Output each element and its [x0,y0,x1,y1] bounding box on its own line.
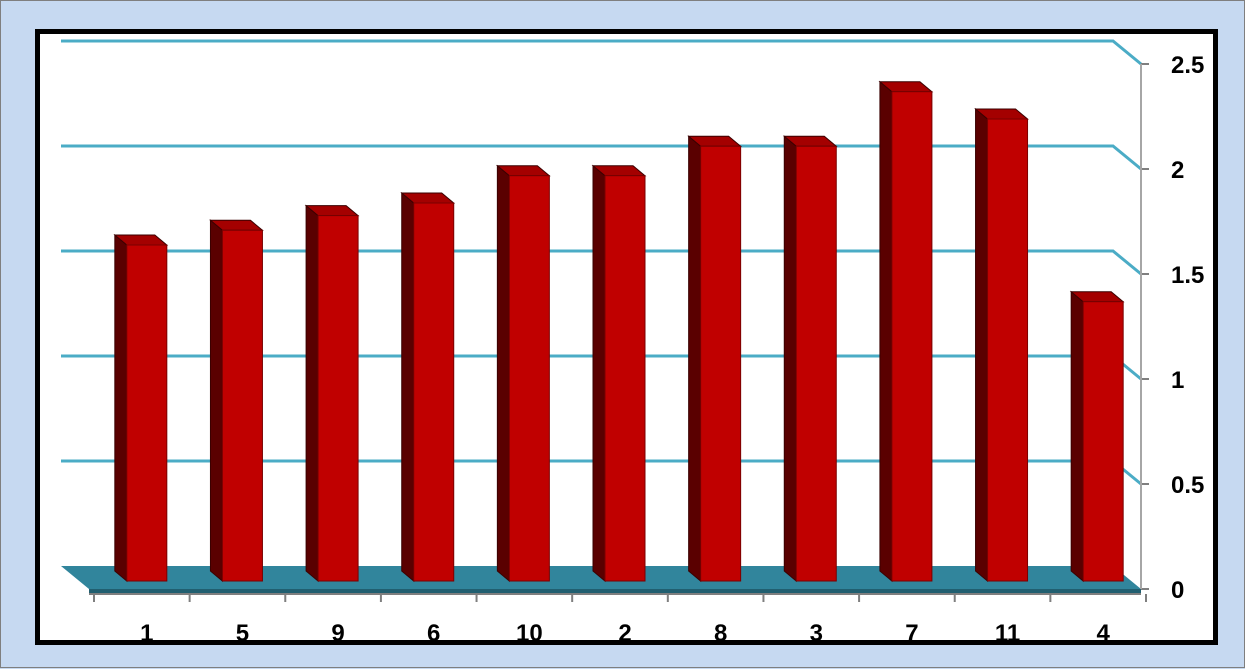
bar-11 [974,107,1029,583]
floor-edge [89,589,1141,593]
y-axis-ticks: 0 0.5 1 1.5 2 2.5 [1140,52,1204,604]
y-tick-label: 2.5 [1171,52,1204,79]
bar-front [126,244,168,582]
bar-side [114,233,128,583]
bar-side [592,164,606,583]
y-tick-label: 1 [1171,367,1184,394]
bar-6 [400,191,456,583]
bar-side [1070,290,1084,583]
bar-1 [113,233,169,583]
bar-front [795,145,837,582]
bar-front [508,175,550,582]
bars [113,80,1125,583]
x-tick-label: 9 [331,620,344,647]
x-tick-label: 11 [995,620,1020,647]
bar-side [975,107,989,583]
y-tick-label: 1.5 [1171,262,1204,289]
x-tick-label: 5 [236,620,249,647]
y-tick-label: 2 [1171,157,1184,184]
bar-4 [1069,290,1125,583]
x-tick-label: 7 [905,620,918,647]
bar-front [413,202,455,582]
x-tick-label: 1 [140,620,153,647]
gridline [61,39,1142,66]
bar-3 [782,135,838,583]
bar-9 [304,204,360,583]
x-tick-label: 10 [516,620,543,647]
bar-front [221,229,263,582]
bar-side [783,135,797,583]
bar-side [401,191,415,583]
bar-front [1082,301,1124,582]
bar-side [305,204,319,583]
bar-10 [495,164,551,583]
x-tick-label: 2 [618,620,631,647]
bar-side [209,219,223,583]
bar-front [987,118,1029,582]
bar-5 [209,219,264,583]
bar-side [496,164,510,583]
x-tick-label: 6 [427,620,440,647]
bar-front [317,215,359,582]
bar-8 [687,135,743,583]
x-tick-label: 4 [1097,620,1111,647]
y-tick-label: 0 [1171,577,1184,604]
x-tick-label: 8 [714,620,727,647]
bar-side [688,135,702,583]
bar-2 [591,164,647,583]
bar-side [879,80,893,583]
y-tick-label: 0.5 [1171,472,1204,499]
bar-front [604,175,646,582]
x-axis-ticks: 1 5 9 6 10 2 8 3 7 11 4 [89,593,1147,647]
bar-front [891,91,933,582]
bar-front [700,145,742,582]
bar-7 [878,80,934,583]
gridline [61,144,1142,171]
x-tick-label: 3 [810,620,823,647]
